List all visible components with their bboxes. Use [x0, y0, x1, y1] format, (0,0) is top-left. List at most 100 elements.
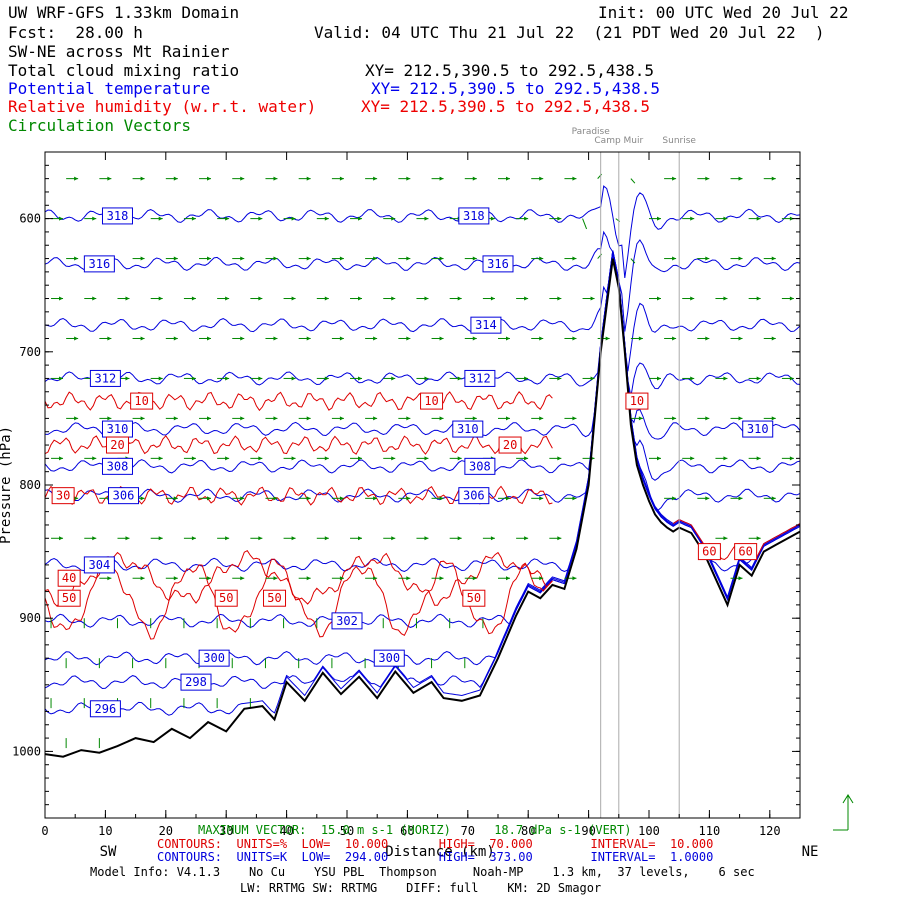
theta-label: 314 [475, 318, 497, 332]
rh-label-box [57, 569, 81, 587]
x-tick-label: 120 [759, 824, 781, 838]
vector-arrowhead [140, 176, 145, 181]
vector-arrowhead [358, 296, 363, 301]
theta-contour [45, 185, 800, 278]
vector-arrowhead [306, 416, 311, 421]
x-tick-label: 110 [699, 824, 721, 838]
vector-arrowhead [506, 576, 510, 581]
vector-arrowhead [59, 296, 64, 301]
vector-arrowhead [771, 256, 776, 261]
theta-contour [45, 251, 800, 573]
vector-arrowhead [225, 376, 230, 381]
theta-label: 310 [107, 422, 129, 436]
field-theta-xy: XY= 212.5,390.5 to 292.5,438.5 [371, 79, 660, 98]
vector-arrowhead [225, 536, 230, 541]
field-rh-label: Relative humidity (w.r.t. water) [8, 97, 317, 116]
vector-arrowhead [173, 496, 178, 501]
theta-contour [45, 253, 800, 629]
vector-arrowhead [439, 496, 444, 501]
forecast-hour: Fcst: 28.00 h [8, 23, 143, 42]
theta-label: 312 [469, 371, 491, 385]
theta-label-box [458, 207, 490, 225]
vector-arrowhead [771, 176, 776, 181]
place-label: Paradise [572, 127, 611, 137]
theta-label: 312 [95, 371, 117, 385]
vector-arrowhead [140, 496, 145, 501]
vector-arrowhead [158, 536, 163, 541]
vector-arrowhead [191, 456, 196, 461]
footer-rh-contours: CONTOURS: UNITS=% LOW= 10.000 HIGH= 70.0… [157, 837, 714, 851]
rh-label-box [214, 589, 238, 607]
vector-arrowhead [191, 376, 196, 381]
vector-arrowhead [373, 176, 378, 181]
rh-label: 60 [738, 545, 752, 559]
theta-label: 298 [185, 675, 207, 689]
contour-labels: 296 298 300 300 302 304 306 306 308 308 310 310 310 3… [51, 207, 774, 718]
vector-arrowhead [572, 336, 577, 341]
vector-arrowhead [690, 296, 695, 301]
field-cloud-xy: XY= 212.5,390.5 to 292.5,438.5 [365, 61, 654, 80]
vector-arrowhead [158, 296, 163, 301]
rh-label: 20 [110, 438, 124, 452]
vector-arrowhead [406, 496, 411, 501]
rh-label-box [105, 436, 129, 454]
vector-arrowhead [306, 336, 311, 341]
rh-label-box [462, 589, 486, 607]
rh-label: 10 [424, 394, 438, 408]
vector-arrowhead [789, 456, 794, 461]
vector-arrowhead [258, 536, 263, 541]
vector-arrowhead [273, 416, 278, 421]
x-tick-label: 0 [41, 824, 48, 838]
theta-label-box [373, 649, 405, 667]
vector-arrowhead [339, 416, 344, 421]
vector-arrowhead [705, 496, 710, 501]
vector-arrowhead [805, 257, 809, 261]
theta-contour [45, 250, 800, 511]
footer-max-vector: MAXIMUM VECTOR: 15.0 m s-1 (HORIZ) 18.7 … [198, 823, 632, 837]
rh-label: 50 [467, 591, 481, 605]
vector-arrowhead [291, 296, 296, 301]
vector-arrowhead [705, 416, 710, 421]
theta-label-box [83, 556, 115, 574]
theta-label: 306 [113, 489, 135, 503]
rh-label: 30 [56, 489, 70, 503]
vector-arrowhead [140, 256, 145, 261]
theta-label-box [108, 487, 140, 505]
vector-arrowhead [59, 216, 64, 221]
vector-arrowhead [358, 216, 363, 221]
vector-arrowhead [74, 336, 79, 341]
x-tick-label: 80 [521, 824, 535, 838]
vector-arrowhead [291, 456, 296, 461]
vector-arrowhead [258, 216, 263, 221]
vector-arrowhead [391, 296, 396, 301]
vector-arrowhead [324, 216, 329, 221]
vector-arrowhead [158, 216, 163, 221]
theta-label: 318 [107, 209, 129, 223]
vector-arrowhead [789, 376, 794, 381]
vector-arrowhead [92, 216, 97, 221]
vector-arrowhead [524, 456, 529, 461]
field-rh-xy: XY= 212.5,390.5 to 292.5,438.5 [361, 97, 650, 116]
theta-label: 306 [463, 489, 485, 503]
vector-arrowhead [373, 256, 378, 261]
vector-arrowhead [207, 256, 212, 261]
theta-label-box [464, 369, 496, 387]
vector-arrowhead [92, 456, 97, 461]
vector-arrowhead [125, 296, 130, 301]
vector-arrowhead [805, 177, 809, 181]
valid-time: Valid: 04 UTC Thu 21 Jul 22 (21 PDT Wed … [314, 23, 825, 42]
vector-arrowhead [756, 296, 761, 301]
y-tick-label: 900 [19, 611, 41, 625]
y-axis-title: Pressure (hPa) [0, 426, 14, 544]
vector-arrowhead [107, 576, 112, 581]
vector-arrowhead [638, 416, 643, 421]
vector-arrowhead [92, 296, 97, 301]
rh-label-box [697, 543, 721, 561]
y-tick-label: 600 [19, 212, 41, 226]
theta-contour [45, 253, 800, 372]
vector-arrowhead [306, 256, 311, 261]
theta-label: 308 [469, 459, 491, 473]
vector-arrowhead [339, 176, 344, 181]
vector-arrowhead [738, 176, 743, 181]
